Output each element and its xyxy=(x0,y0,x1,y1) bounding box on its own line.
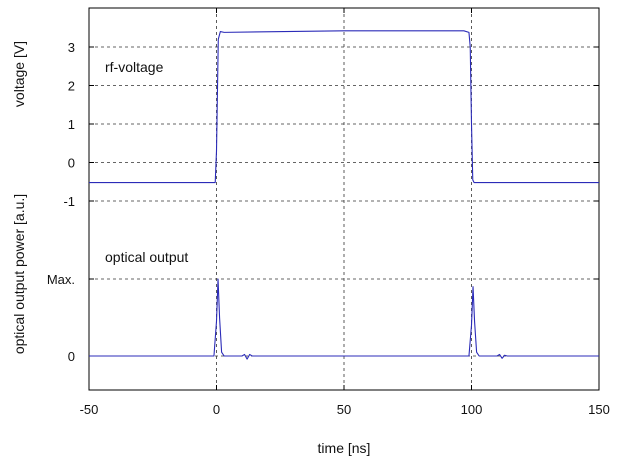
optical-trace-0 xyxy=(89,278,599,360)
traces xyxy=(89,30,599,360)
x-axis-label: time [ns] xyxy=(318,440,371,456)
x-tick-label-4: 150 xyxy=(588,402,610,417)
rf-voltage-annotation: rf-voltage xyxy=(105,59,164,75)
voltage-y-tick-label-1: 2 xyxy=(68,79,75,94)
x-tick-label-0: -50 xyxy=(80,402,99,417)
y-axis: 3 2 1 0 -1 0 Max. xyxy=(47,40,599,364)
optical-output-annotation: optical output xyxy=(105,249,188,265)
voltage-trace-0 xyxy=(89,30,599,184)
x-tick-label-2: 50 xyxy=(337,402,351,417)
voltage-y-tick-label-4: -1 xyxy=(63,194,75,209)
optical-axis-label: optical output power [a.u.] xyxy=(11,194,27,354)
voltage-y-tick-label-0: 3 xyxy=(68,40,75,55)
grid-layer xyxy=(89,8,599,390)
voltage-y-tick-label-3: 0 xyxy=(68,156,75,171)
voltage-y-tick-label-2: 1 xyxy=(68,117,75,132)
x-tick-label-3: 100 xyxy=(461,402,483,417)
optical-y-tick-label-1: Max. xyxy=(47,272,75,287)
optical-y-tick-label-0: 0 xyxy=(68,349,75,364)
voltage-axis-label: voltage [V] xyxy=(11,41,27,107)
x-tick-label-1: 0 xyxy=(213,402,220,417)
x-axis: -50 0 50 100 150 xyxy=(80,8,610,417)
